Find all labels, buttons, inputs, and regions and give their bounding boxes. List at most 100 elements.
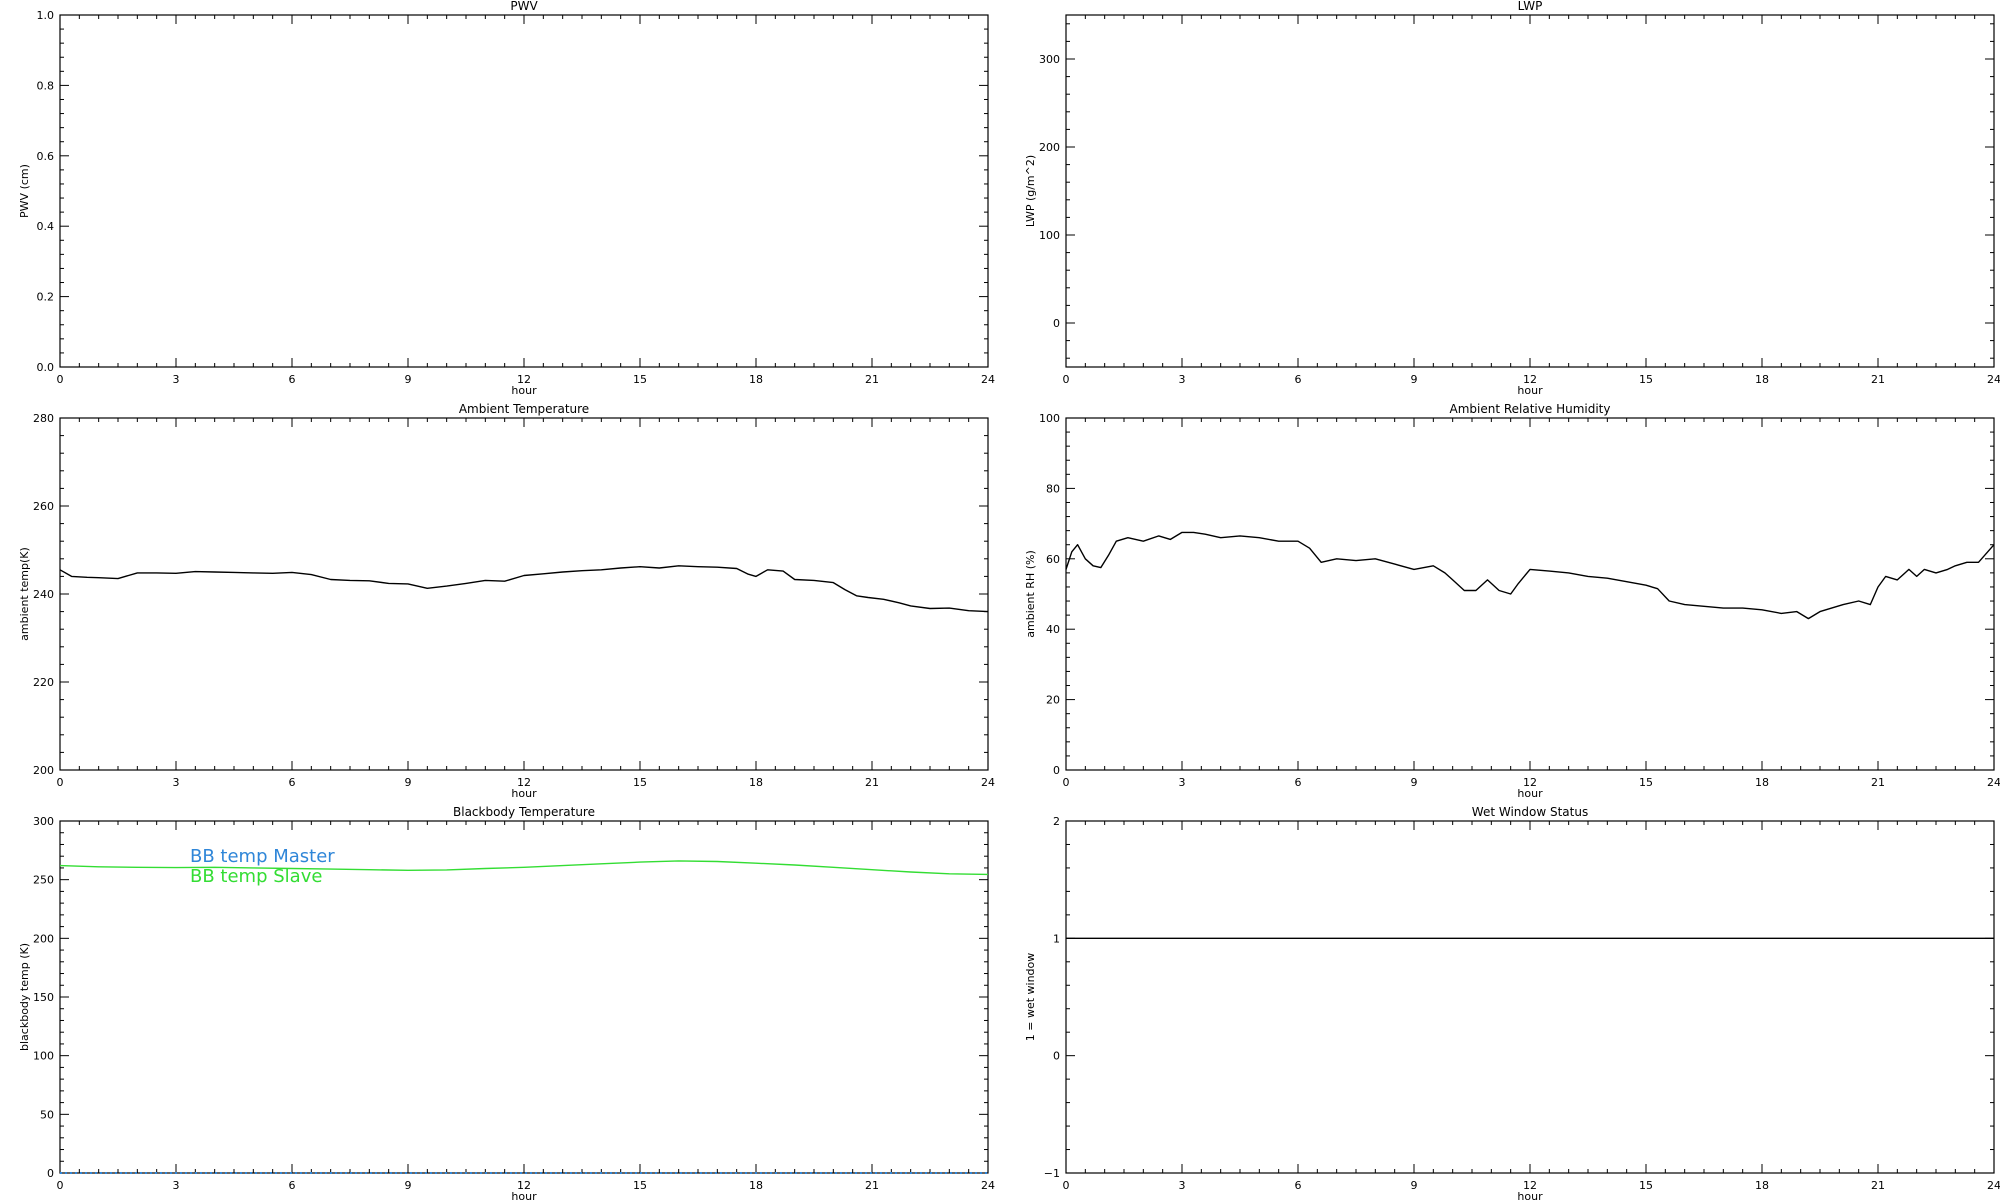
y-tick-label: 1 [1053, 932, 1060, 945]
x-tick-label: 6 [289, 373, 296, 386]
chart-title: PWV [510, 0, 538, 13]
x-tick-label: 0 [57, 776, 64, 789]
x-tick-label: 24 [1987, 1179, 2000, 1192]
y-tick-label: 0.0 [37, 361, 55, 374]
y-tick-label: 200 [1039, 141, 1060, 154]
plot-frame [1065, 417, 1995, 771]
x-tick-label: 18 [1755, 776, 1769, 789]
chart-title: LWP [1518, 0, 1543, 13]
y-axis-label: LWP (g/m^2) [1024, 155, 1037, 227]
y-tick-label: 100 [1039, 229, 1060, 242]
x-axis-label: hour [511, 384, 537, 397]
x-tick-label: 21 [865, 776, 879, 789]
x-tick-label: 0 [1063, 373, 1070, 386]
chart-panel: 0 3 6 9 12 15 18 21 24 0 100 200 300 LWP hour LWP (g/m^… [1024, 0, 2000, 397]
chart-title: Ambient Temperature [459, 402, 589, 416]
plot-frame [1065, 14, 1995, 368]
y-tick-label: 100 [1039, 412, 1060, 425]
x-axis-label: hour [1517, 1190, 1543, 1200]
x-tick-label: 6 [1295, 1179, 1302, 1192]
chart-panel: 0 3 6 9 12 15 18 21 24 200 220 240 260 280 Ambient Tem… [18, 402, 995, 800]
y-tick-label: 80 [1046, 482, 1060, 495]
x-tick-label: 15 [633, 1179, 647, 1192]
plot-frame [59, 14, 989, 368]
y-tick-label: 60 [1046, 553, 1060, 566]
x-tick-label: 18 [1755, 373, 1769, 386]
y-axis-label: PWV (cm) [18, 164, 31, 218]
x-tick-label: 9 [1411, 1179, 1418, 1192]
x-axis-label: hour [511, 1190, 537, 1200]
x-tick-label: 24 [1987, 776, 2000, 789]
chart-panel: 0 3 6 9 12 15 18 21 24 0 50 100 150 200 250 300 Blackbod… [18, 805, 995, 1200]
y-tick-label: 0.4 [37, 220, 55, 233]
y-tick-label: 0.2 [37, 291, 55, 304]
x-tick-label: 21 [865, 373, 879, 386]
x-tick-label: 9 [1411, 776, 1418, 789]
y-tick-label: 200 [33, 932, 54, 945]
x-tick-label: 12 [1523, 1179, 1537, 1192]
plot-frame [1065, 820, 1995, 1174]
x-tick-label: 15 [1639, 776, 1653, 789]
chart-panel: 0 3 6 9 12 15 18 21 24 0.0 0.2 0.4 0.6 0.8 1.0 PWV hour P… [18, 0, 995, 397]
y-tick-label: 280 [33, 412, 54, 425]
chart-title: Blackbody Temperature [453, 805, 595, 819]
chart-title: Wet Window Status [1472, 805, 1588, 819]
legend-entry: BB temp Slave [190, 866, 322, 887]
chart-panel: 0 3 6 9 12 15 18 21 24 0 20 40 60 80 100 Ambient Relati… [1024, 402, 2000, 800]
x-tick-label: 21 [1871, 1179, 1885, 1192]
x-tick-label: 3 [1179, 776, 1186, 789]
y-tick-label: 20 [1046, 694, 1060, 707]
y-axis-label: ambient temp(K) [18, 547, 31, 641]
x-tick-label: 18 [1755, 1179, 1769, 1192]
x-tick-label: 9 [1411, 373, 1418, 386]
x-tick-label: 24 [981, 373, 995, 386]
x-tick-label: 18 [749, 373, 763, 386]
x-tick-label: 9 [405, 776, 412, 789]
x-tick-label: 24 [1987, 373, 2000, 386]
y-tick-label: 0.8 [37, 79, 55, 92]
y-tick-label: 0.6 [37, 150, 55, 163]
x-tick-label: 15 [633, 373, 647, 386]
x-tick-label: 21 [1871, 373, 1885, 386]
x-tick-label: 6 [1295, 373, 1302, 386]
plot-frame [59, 417, 989, 771]
y-tick-label: 240 [33, 588, 54, 601]
x-tick-label: 6 [289, 1179, 296, 1192]
y-tick-label: 0 [1053, 317, 1060, 330]
x-tick-label: 12 [1523, 776, 1537, 789]
x-tick-label: 9 [405, 373, 412, 386]
series-line [59, 565, 989, 613]
y-tick-label: 0 [47, 1167, 54, 1180]
x-tick-label: 21 [865, 1179, 879, 1192]
x-axis-label: hour [511, 787, 537, 800]
y-tick-label: 220 [33, 676, 54, 689]
x-tick-label: 0 [1063, 776, 1070, 789]
y-tick-label: 250 [33, 874, 54, 887]
x-tick-label: 0 [57, 373, 64, 386]
x-tick-label: 3 [173, 373, 180, 386]
x-tick-label: 12 [517, 776, 531, 789]
y-tick-label: 100 [33, 1050, 54, 1063]
x-tick-label: 3 [1179, 1179, 1186, 1192]
x-tick-label: 3 [1179, 373, 1186, 386]
x-tick-label: 18 [749, 1179, 763, 1192]
y-tick-label: −1 [1044, 1167, 1060, 1180]
x-tick-label: 21 [1871, 776, 1885, 789]
x-tick-label: 6 [289, 776, 296, 789]
x-tick-label: 24 [981, 776, 995, 789]
x-tick-label: 18 [749, 776, 763, 789]
y-axis-label: blackbody temp (K) [18, 943, 31, 1051]
y-tick-label: 40 [1046, 623, 1060, 636]
x-tick-label: 0 [1063, 1179, 1070, 1192]
legend-entry: BB temp Master [190, 846, 335, 867]
y-tick-label: 0 [1053, 764, 1060, 777]
x-tick-label: 12 [517, 1179, 531, 1192]
y-tick-label: 300 [33, 815, 54, 828]
x-tick-label: 12 [1523, 373, 1537, 386]
series-line [1065, 531, 1995, 620]
x-tick-label: 24 [981, 1179, 995, 1192]
x-tick-label: 3 [173, 1179, 180, 1192]
x-axis-label: hour [1517, 787, 1543, 800]
